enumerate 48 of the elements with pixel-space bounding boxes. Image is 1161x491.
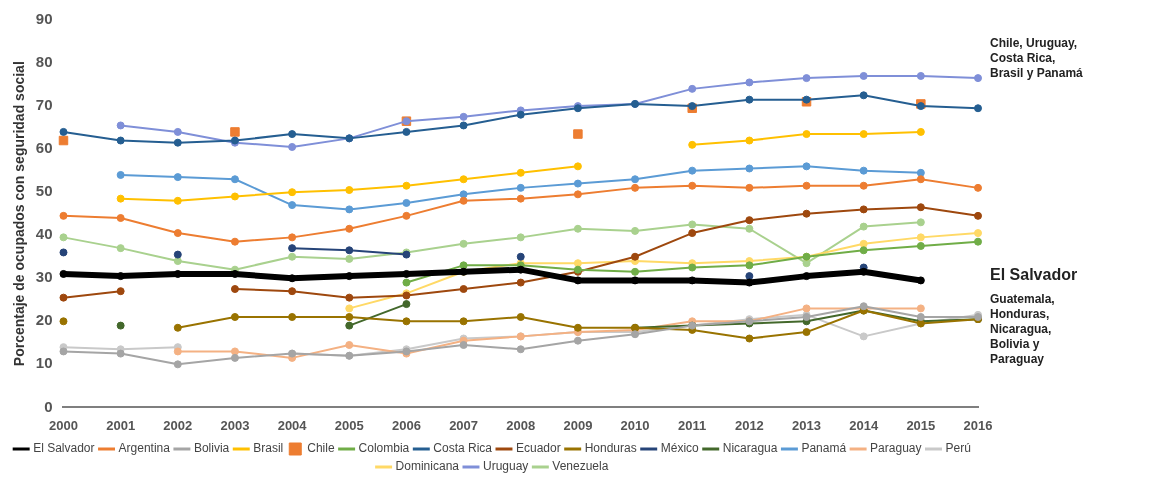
text: El Salvador [990,266,1078,284]
legend-label: México [660,441,700,456]
legend-label: Argentina [118,441,171,456]
x-tick-label: 2013 [792,417,821,433]
legend-label: Chile [307,441,335,456]
x-tick-label: 2008 [506,417,536,433]
y-tick-label: 0 [44,397,53,415]
text: Chile, Uruguay, Costa Rica, Brasil y Panamá [990,36,1084,81]
y-tick-label: 90 [35,10,53,28]
x-tick-label: 2003 [220,417,250,433]
x-tick-label: 2009 [563,417,593,433]
y-tick-label: 40 [35,225,53,243]
x-tick-label: 2004 [277,417,308,433]
x-tick-label: 2015 [906,417,936,433]
legend-label: Costa Rica [433,441,493,456]
y-tick-label: 30 [35,268,53,286]
legend-label: Ecuador [515,441,561,456]
legend-label: Bolivia [193,441,230,456]
x-tick-label: 2000 [49,417,78,433]
x-tick-label: 2006 [391,417,421,433]
y-tick-label: 10 [35,354,53,372]
legend-label: Honduras [584,441,637,456]
x-tick-label: 2012 [734,417,764,433]
legend-label: Panamá [801,441,847,456]
x-tick-label: 2001 [106,417,136,433]
x-tick-label: 2011 [678,417,707,433]
legend-label: Perú [945,441,971,456]
x-tick-label: 2016 [963,417,993,433]
y-tick-label: 70 [35,96,53,114]
legend-label: Venezuela [552,459,609,474]
y-tick-label: 20 [35,311,53,329]
legend-label: Nicaragua [722,441,778,456]
x-tick-label: 2014 [849,417,879,433]
legend-label: El Salvador [33,441,95,456]
y-tick-label: 60 [35,139,53,157]
legend-label: Uruguay [482,459,529,474]
x-tick-label: 2010 [620,417,650,433]
y-tick-label: 50 [35,182,53,200]
y-tick-label: 80 [35,53,53,71]
x-tick-label: 2002 [163,417,193,433]
x-tick-label: 2005 [334,417,364,433]
legend-label: Paraguay [870,441,922,456]
legend-label: Brasil [253,441,284,456]
x-tick-label: 2007 [449,417,479,433]
y-axis-title: Porcentaje de ocupados con seguridad social [11,61,28,367]
text: Guatemala, Honduras, Nicaragua, Bolivia y Paraguay [990,292,1055,367]
legend-label: Colombia [358,441,410,456]
legend-label: Dominicana [395,459,460,474]
